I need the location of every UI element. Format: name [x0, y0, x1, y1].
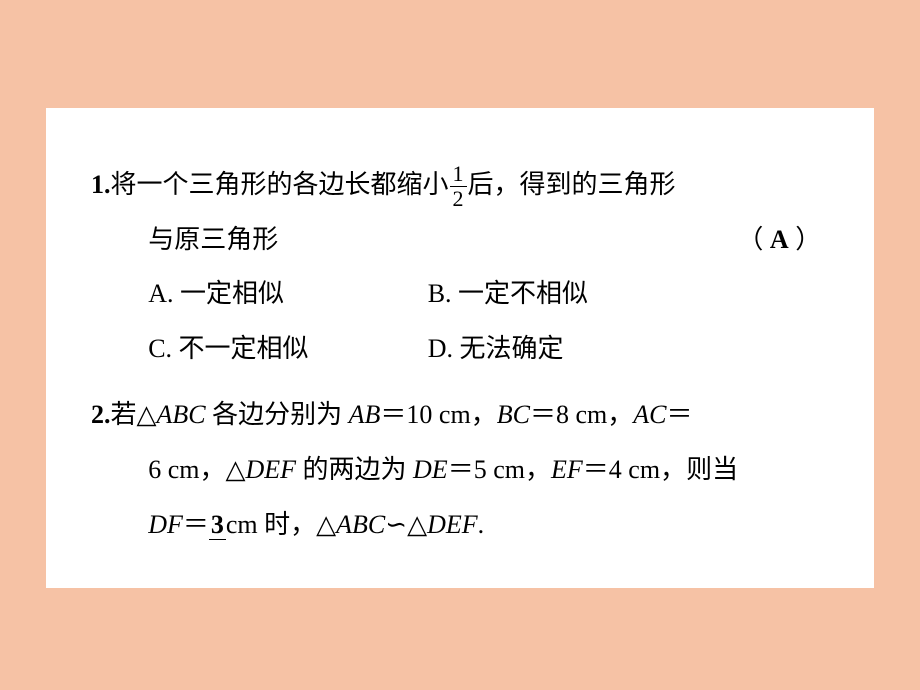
eq3: ＝ — [666, 400, 692, 429]
def-1: DEF — [245, 455, 296, 484]
q1-line2: 与原三角形 （ A ） — [91, 213, 829, 268]
slide-background: 1.将一个三角形的各边长都缩小12后，得到的三角形 与原三角形 （ A ） A.… — [0, 0, 920, 690]
content-box: 1.将一个三角形的各边长都缩小12后，得到的三角形 与原三角形 （ A ） A.… — [46, 108, 874, 588]
q2-number: 2. — [91, 388, 111, 443]
df: DF — [148, 510, 183, 539]
similar-icon: ∽ — [385, 498, 407, 553]
c2: ， — [607, 400, 633, 429]
option-a: A. 一定相似 — [148, 267, 421, 322]
triangle-2: △ — [225, 455, 245, 484]
q1-text-1a: 将一个三角形的各边长都缩小 — [111, 170, 449, 199]
eq1: ＝ — [380, 400, 406, 429]
eq2: ＝ — [530, 400, 556, 429]
q2-line3: DF＝3cm 时，△ABC∽△DEF. — [91, 498, 829, 553]
unit-cm: cm — [226, 510, 258, 539]
q2-line2: 6 cm，△DEF 的两边为 DE＝5 cm，EF＝4 cm，则当 — [91, 443, 829, 498]
c3: ， — [199, 455, 225, 484]
fill-blank-answer: 3 — [209, 510, 226, 540]
fraction-half: 12 — [450, 163, 467, 210]
def-2: DEF — [427, 510, 478, 539]
c1: ， — [471, 400, 497, 429]
eq4: ＝ — [448, 455, 474, 484]
period: . — [478, 510, 485, 539]
q2-t2b: 则当 — [686, 455, 738, 484]
q2-t3a: 时， — [264, 510, 316, 539]
q1-line1: 1.将一个三角形的各边长都缩小12后，得到的三角形 — [91, 158, 829, 213]
question-2: 2.若△ABC 各边分别为 AB＝10 cm，BC＝8 cm，AC＝ 6 cm，… — [91, 388, 829, 552]
paren-open: （ — [737, 225, 763, 254]
eq6: ＝ — [183, 510, 209, 539]
de: DE — [413, 455, 448, 484]
ab: AB — [349, 400, 381, 429]
q1-options-cd: C. 不一定相似 D. 无法确定 — [91, 322, 829, 377]
ef: EF — [551, 455, 583, 484]
question-1: 1.将一个三角形的各边长都缩小12后，得到的三角形 与原三角形 （ A ） A.… — [91, 158, 829, 376]
v-de: 5 cm — [474, 455, 525, 484]
bc: BC — [497, 400, 530, 429]
v-bc: 8 cm — [556, 400, 607, 429]
q1-answer: A — [770, 225, 789, 254]
q1-options-ab: A. 一定相似 B. 一定不相似 — [91, 267, 829, 322]
option-d: D. 无法确定 — [428, 322, 564, 377]
c5: ， — [660, 455, 686, 484]
c4: ， — [525, 455, 551, 484]
paren-close: ） — [795, 225, 821, 254]
triangle-1: △ — [137, 400, 157, 429]
abc-1: ABC — [157, 400, 206, 429]
frac-numerator: 1 — [450, 163, 467, 187]
q2-t-ruo: 若 — [111, 400, 137, 429]
ac: AC — [633, 400, 666, 429]
q1-text-2: 与原三角形 — [148, 225, 278, 254]
answer-paren: （ A ） — [737, 213, 821, 268]
triangle-4: △ — [407, 510, 427, 539]
option-c: C. 不一定相似 — [148, 322, 421, 377]
eq5: ＝ — [583, 455, 609, 484]
q1-number: 1. — [91, 158, 111, 213]
option-b: B. 一定不相似 — [428, 267, 588, 322]
frac-denominator: 2 — [450, 187, 467, 210]
q2-line1: 2.若△ABC 各边分别为 AB＝10 cm，BC＝8 cm，AC＝ — [91, 388, 829, 443]
triangle-3: △ — [316, 510, 336, 539]
q1-text-1b: 后，得到的三角形 — [468, 170, 676, 199]
v-ef: 4 cm — [609, 455, 660, 484]
q2-t2a: 的两边为 — [303, 455, 407, 484]
v-ab: 10 cm — [406, 400, 470, 429]
abc-2: ABC — [336, 510, 385, 539]
q2-t1b: 各边分别为 — [212, 400, 342, 429]
v-ac: 6 cm — [148, 455, 199, 484]
